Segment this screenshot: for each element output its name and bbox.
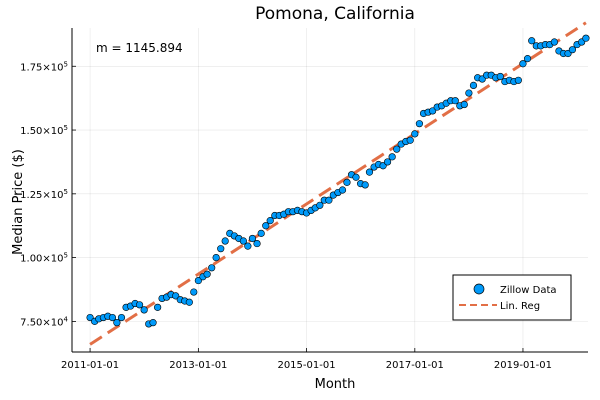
data-point: [221, 237, 229, 245]
data-point: [343, 178, 351, 186]
legend-label-zillow: Zillow Data: [500, 285, 557, 296]
data-point: [117, 313, 126, 322]
data-point: [244, 242, 252, 250]
y-tick-label: 1.00×105: [20, 252, 68, 265]
data-point: [406, 136, 414, 144]
data-point: [460, 100, 468, 109]
x-tick-label: 2019-01-01: [494, 360, 552, 371]
axes: 2011-01-01 2013-01-01 2015-01-01 2017-01-01…: [20, 28, 588, 371]
data-point: [194, 276, 202, 285]
legend-label-linreg: Lin. Reg: [500, 301, 540, 312]
data-point: [86, 313, 94, 322]
legend-marker-zillow: [473, 283, 485, 295]
y-tick-label: 7.50×104: [20, 315, 68, 328]
x-axis-title: Month: [315, 377, 356, 392]
data-point: [135, 301, 144, 309]
data-point: [217, 245, 225, 253]
data-point: [388, 153, 396, 161]
data-point: [393, 145, 401, 153]
data-point: [519, 60, 527, 68]
data-point: [203, 270, 211, 278]
data-point: [496, 72, 504, 81]
data-point: [338, 186, 347, 194]
data-point: [149, 319, 157, 327]
data-point: [212, 254, 220, 262]
grid: [72, 28, 588, 352]
x-tick-label: 2013-01-01: [169, 360, 227, 371]
legend-box: [452, 274, 572, 321]
data-point: [257, 229, 265, 237]
data-point: [550, 38, 558, 46]
data-point: [253, 239, 261, 248]
data-point: [582, 34, 590, 42]
y-tick-label: 1.25×105: [20, 188, 68, 201]
data-point: [262, 222, 270, 230]
legend: Zillow Data Lin. Reg: [452, 274, 572, 321]
data-point: [514, 76, 522, 84]
x-tick-label: 2017-01-01: [386, 360, 444, 371]
scatter-points: [86, 34, 590, 328]
y-tick-label: 1.75×105: [20, 60, 68, 73]
chart-title: Pomona, California: [255, 4, 415, 24]
data-point: [383, 158, 392, 166]
slope-annotation: m = 1145.894: [96, 41, 183, 55]
data-point: [239, 237, 248, 245]
data-point: [172, 292, 180, 300]
data-point: [365, 168, 374, 176]
y-axis-title: Median Price ($): [11, 149, 26, 255]
data-point: [451, 97, 459, 105]
x-tick-label: 2011-01-01: [61, 360, 119, 371]
data-point: [248, 234, 257, 243]
data-point: [411, 130, 419, 138]
x-tick-label: 2015-01-01: [277, 360, 335, 371]
data-point: [154, 303, 162, 311]
data-point: [428, 107, 437, 115]
data-point: [108, 313, 117, 322]
data-point: [208, 264, 216, 272]
data-point: [469, 81, 478, 90]
data-point: [523, 55, 532, 63]
data-point: [465, 89, 473, 97]
data-point: [113, 319, 121, 327]
data-point: [266, 217, 274, 225]
data-point: [361, 181, 369, 189]
data-point: [528, 37, 536, 45]
data-point: [568, 46, 577, 54]
y-tick-label: 1.50×105: [20, 124, 68, 137]
data-point: [352, 173, 360, 181]
data-point: [185, 298, 193, 306]
data-point: [415, 120, 424, 128]
data-point: [325, 196, 333, 204]
data-point: [190, 288, 198, 296]
data-point: [316, 201, 324, 209]
data-point: [140, 306, 148, 314]
